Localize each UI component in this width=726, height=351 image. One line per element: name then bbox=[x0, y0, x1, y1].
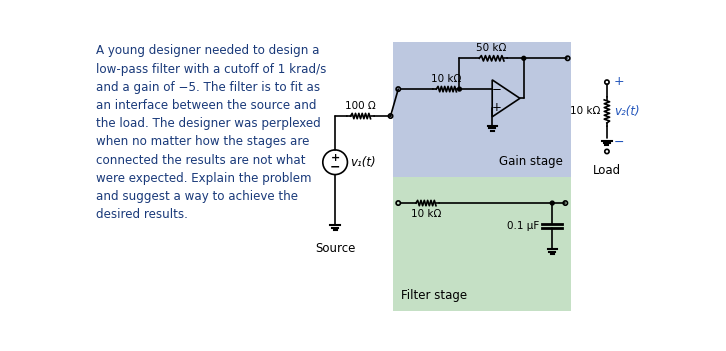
Text: A young designer needed to design a
low-pass filter with a cutoff of 1 krad/s
an: A young designer needed to design a low-… bbox=[97, 45, 327, 221]
Text: Gain stage: Gain stage bbox=[499, 155, 563, 168]
Text: Load: Load bbox=[593, 164, 621, 177]
Text: +: + bbox=[492, 101, 502, 114]
Circle shape bbox=[522, 57, 526, 60]
Text: v₂(t): v₂(t) bbox=[615, 105, 640, 118]
Text: −: − bbox=[330, 160, 340, 173]
Text: 100 Ω: 100 Ω bbox=[345, 101, 376, 111]
Bar bbox=[393, 177, 571, 311]
Text: Filter stage: Filter stage bbox=[401, 289, 467, 302]
Text: Source: Source bbox=[315, 241, 355, 254]
Text: −: − bbox=[492, 82, 502, 95]
Circle shape bbox=[550, 201, 554, 205]
Bar bbox=[393, 42, 571, 177]
Text: 10 kΩ: 10 kΩ bbox=[431, 74, 462, 84]
Text: 10 kΩ: 10 kΩ bbox=[411, 209, 441, 219]
Text: −: − bbox=[614, 136, 624, 149]
Circle shape bbox=[457, 87, 462, 91]
Text: +: + bbox=[330, 153, 340, 163]
Text: +: + bbox=[614, 75, 624, 88]
Text: 0.1 μF: 0.1 μF bbox=[507, 221, 539, 231]
Text: v₁(t): v₁(t) bbox=[351, 156, 376, 169]
Text: 10 kΩ: 10 kΩ bbox=[571, 106, 601, 117]
Text: 50 kΩ: 50 kΩ bbox=[476, 43, 507, 53]
